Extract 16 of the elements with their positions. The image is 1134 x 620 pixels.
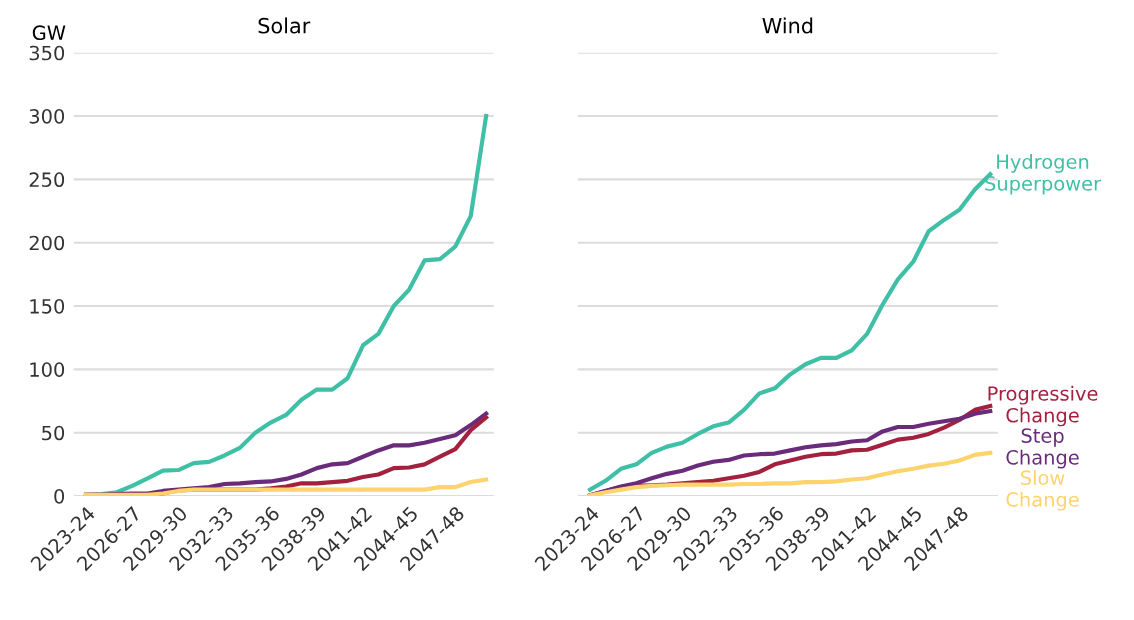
y-tick-label: 250 [29,172,65,188]
series-label: Step Change [1006,428,1079,469]
chart-title: Solar [258,17,311,34]
y-tick-label: 200 [29,235,65,251]
series-label: Slow Change [1006,470,1079,511]
y-axis-title: GW [32,25,66,41]
y-tick-label: 0 [54,488,65,504]
y-tick-label: 100 [30,362,65,378]
y-tick-label: 300 [29,108,65,124]
chart-title: Wind [762,17,813,34]
series-label: Progressive Change [988,385,1098,427]
y-tick-label: 350 [29,45,65,61]
y-tick-label: 150 [30,298,65,314]
series-label: Hydrogen Superpower [985,153,1102,195]
line-series [83,477,489,496]
y-tick-label: 50 [42,425,65,441]
